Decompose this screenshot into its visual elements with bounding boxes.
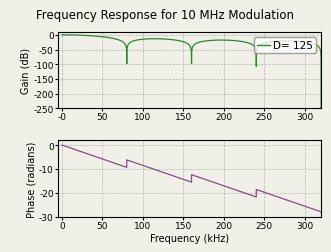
Y-axis label: Phase (radians): Phase (radians) (26, 141, 36, 217)
Y-axis label: Gain (dB): Gain (dB) (21, 48, 30, 94)
Legend: D= 125: D= 125 (254, 38, 316, 54)
Text: Frequency Response for 10 MHz Modulation: Frequency Response for 10 MHz Modulation (36, 9, 295, 22)
X-axis label: Frequency (kHz): Frequency (kHz) (150, 233, 229, 243)
